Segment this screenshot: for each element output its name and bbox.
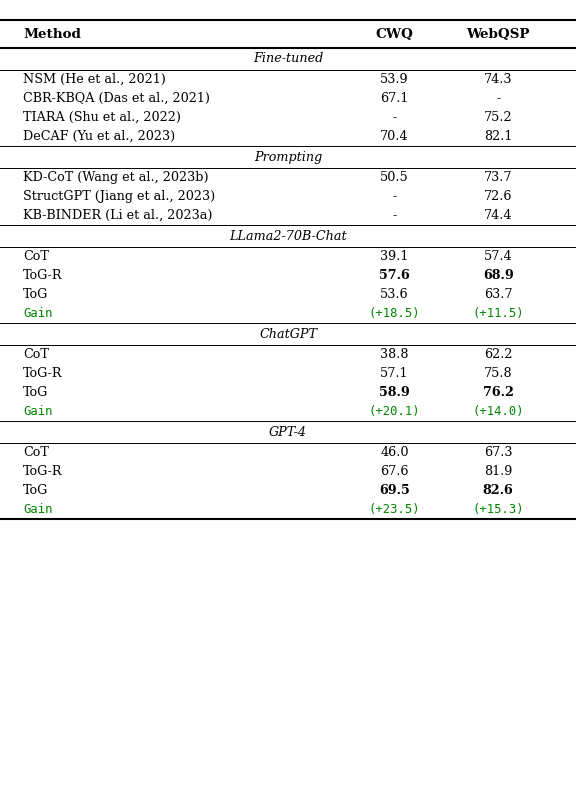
Text: ToG-R: ToG-R (23, 269, 63, 282)
Text: CoT: CoT (23, 250, 49, 263)
Text: CWQ: CWQ (376, 27, 414, 40)
Text: 74.4: 74.4 (484, 209, 513, 222)
Text: Method: Method (23, 27, 81, 40)
Text: (+23.5): (+23.5) (369, 503, 420, 516)
Text: 67.1: 67.1 (380, 92, 409, 105)
Text: (+18.5): (+18.5) (369, 307, 420, 320)
Text: CBR-KBQA (Das et al., 2021): CBR-KBQA (Das et al., 2021) (23, 92, 210, 105)
Text: 81.9: 81.9 (484, 465, 513, 478)
Text: ToG-R: ToG-R (23, 465, 63, 478)
Text: 82.1: 82.1 (484, 130, 513, 143)
Text: 57.4: 57.4 (484, 250, 513, 263)
Text: 75.8: 75.8 (484, 367, 513, 380)
Text: 75.2: 75.2 (484, 111, 513, 124)
Text: 58.9: 58.9 (379, 386, 410, 399)
Text: (+14.0): (+14.0) (472, 405, 524, 418)
Text: 67.3: 67.3 (484, 446, 513, 459)
Text: 53.9: 53.9 (380, 73, 409, 86)
Text: 62.2: 62.2 (484, 348, 513, 361)
Text: -: - (392, 209, 397, 222)
Text: 72.6: 72.6 (484, 190, 513, 203)
Text: Gain: Gain (23, 503, 52, 516)
Text: ChatGPT: ChatGPT (259, 327, 317, 341)
Text: 39.1: 39.1 (380, 250, 409, 263)
Text: ToG: ToG (23, 484, 48, 497)
Text: 70.4: 70.4 (380, 130, 409, 143)
Text: 73.7: 73.7 (484, 171, 513, 184)
Text: KB-BINDER (Li et al., 2023a): KB-BINDER (Li et al., 2023a) (23, 209, 213, 222)
Text: 38.8: 38.8 (380, 348, 409, 361)
Text: 67.6: 67.6 (380, 465, 409, 478)
Text: ToG-R: ToG-R (23, 367, 63, 380)
Text: TIARA (Shu et al., 2022): TIARA (Shu et al., 2022) (23, 111, 181, 124)
Text: 53.6: 53.6 (380, 288, 409, 301)
Text: NSM (He et al., 2021): NSM (He et al., 2021) (23, 73, 166, 86)
Text: GPT-4: GPT-4 (269, 426, 307, 439)
Text: (+20.1): (+20.1) (369, 405, 420, 418)
Text: Fine-tuned: Fine-tuned (253, 52, 323, 66)
Text: 57.6: 57.6 (379, 269, 410, 282)
Text: DeCAF (Yu et al., 2023): DeCAF (Yu et al., 2023) (23, 130, 175, 143)
Text: (+15.3): (+15.3) (472, 503, 524, 516)
Text: ToG: ToG (23, 386, 48, 399)
Text: (+11.5): (+11.5) (472, 307, 524, 320)
Text: Prompting: Prompting (254, 151, 322, 164)
Text: -: - (496, 92, 501, 105)
Text: Gain: Gain (23, 405, 52, 418)
Text: 74.3: 74.3 (484, 73, 513, 86)
Text: Gain: Gain (23, 307, 52, 320)
Text: 46.0: 46.0 (380, 446, 409, 459)
Text: 76.2: 76.2 (483, 386, 514, 399)
Text: 50.5: 50.5 (380, 171, 409, 184)
Text: 63.7: 63.7 (484, 288, 513, 301)
Text: 68.9: 68.9 (483, 269, 514, 282)
Text: -: - (392, 111, 397, 124)
Text: CoT: CoT (23, 446, 49, 459)
Text: 69.5: 69.5 (379, 484, 410, 497)
Text: 82.6: 82.6 (483, 484, 514, 497)
Text: WebQSP: WebQSP (467, 27, 530, 40)
Text: -: - (392, 190, 397, 203)
Text: KD-CoT (Wang et al., 2023b): KD-CoT (Wang et al., 2023b) (23, 171, 209, 184)
Text: LLama2-70B-Chat: LLama2-70B-Chat (229, 229, 347, 242)
Text: ToG: ToG (23, 288, 48, 301)
Text: 57.1: 57.1 (380, 367, 409, 380)
Text: CoT: CoT (23, 348, 49, 361)
Text: StructGPT (Jiang et al., 2023): StructGPT (Jiang et al., 2023) (23, 190, 215, 203)
